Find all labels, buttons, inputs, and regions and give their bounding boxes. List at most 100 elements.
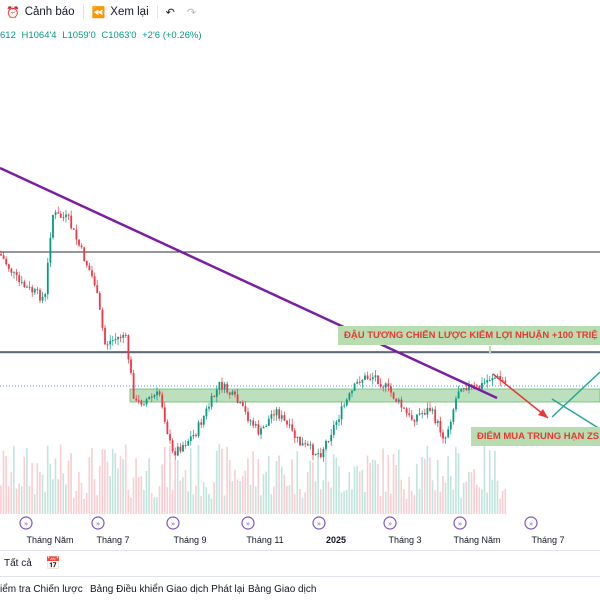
price-chart[interactable]: » » » » » » » » ĐẬU TƯƠNG CHIẾN LƯỢC KIẾM LỢI N…: [0, 44, 600, 532]
volume-bar: [358, 471, 361, 514]
candle-body: [330, 434, 333, 442]
redo-icon: ↷: [186, 6, 197, 19]
candle-body: [254, 424, 257, 426]
volume-bar: [481, 489, 483, 514]
candle-body: [158, 391, 161, 395]
toolbar-divider: [156, 5, 158, 19]
undo-button[interactable]: ↶: [160, 0, 181, 24]
volume-bar: [130, 497, 132, 514]
calendar-icon[interactable]: 📅: [45, 556, 61, 570]
annotation-profit-label[interactable]: ĐẬU TƯƠNG CHIẾN LƯỢC KIẾM LỢI NHUẬN +100…: [338, 326, 600, 345]
volume-bar: [39, 471, 41, 514]
volume-bar: [468, 472, 470, 514]
time-axis[interactable]: Tháng Năm Tháng 7 Tháng 9 Tháng 11 2025 Tháng…: [0, 532, 600, 548]
candle-body: [96, 285, 99, 293]
volume-bar: [46, 445, 49, 514]
replay-marker-icon[interactable]: »: [19, 516, 33, 530]
candle-body: [20, 281, 23, 283]
volume-bar: [192, 494, 195, 514]
time-axis-label: Tháng 3: [388, 535, 422, 545]
candle-body: [28, 286, 31, 288]
volume-bar: [327, 481, 330, 514]
volume-bar: [270, 494, 273, 514]
volume-bar: [150, 493, 153, 514]
demand-zone-rectangle[interactable]: [129, 388, 600, 403]
annotation-buy-label[interactable]: ĐIỂM MUA TRUNG HẠN ZS: [471, 427, 600, 446]
candle-body: [150, 396, 153, 398]
candle-body: [325, 440, 327, 449]
candle-body: [270, 414, 273, 419]
volume-bar: [395, 464, 397, 514]
candle-body: [179, 446, 182, 452]
replay-marker-icon[interactable]: »: [166, 516, 180, 530]
candle-body: [244, 406, 247, 412]
panel-tab[interactable]: iểm tra Chiến lược: [0, 584, 83, 595]
candle-body: [384, 383, 387, 388]
volume-bar: [400, 479, 403, 514]
candle-body: [62, 217, 65, 219]
replay-marker-icon[interactable]: »: [312, 516, 326, 530]
volume-bar: [15, 488, 18, 514]
volume-bar: [176, 460, 179, 514]
replay-marker-icon[interactable]: »: [91, 516, 105, 530]
candle-body: [192, 434, 195, 437]
replay-marker-icon[interactable]: »: [383, 516, 397, 530]
volume-bar: [221, 448, 223, 514]
volume-bar: [384, 491, 387, 514]
ohlc-open: 612: [0, 30, 16, 41]
candle-body: [442, 432, 444, 439]
range-all-button[interactable]: Tất cả: [4, 557, 32, 569]
volume-bar: [426, 445, 429, 514]
chart-canvas[interactable]: » » » » » » » »: [0, 44, 600, 532]
volume-bar: [416, 463, 418, 514]
replay-marker-icon[interactable]: »: [241, 516, 255, 530]
green-projection-line[interactable]: [551, 371, 600, 418]
ohlc-change: +2'6 (+0.26%): [142, 30, 202, 41]
candle-body: [322, 448, 325, 458]
volume-bar: [161, 464, 163, 514]
downtrend-line[interactable]: [0, 166, 498, 400]
volume-bar: [91, 447, 93, 514]
candle-body: [70, 215, 73, 229]
volume-bar: [208, 493, 210, 514]
panel-tab[interactable]: Bảng Điều khiển Giao dịch Phát lại: [90, 584, 245, 595]
volume-bar: [158, 486, 161, 514]
candle-body: [501, 380, 504, 382]
panel-tab[interactable]: Bảng Giao dịch: [248, 584, 317, 595]
candle-body: [67, 214, 70, 216]
candle-body: [187, 441, 190, 446]
candle-body: [85, 260, 88, 266]
volume-bar: [403, 489, 405, 514]
alert-button[interactable]: ⏰ Cảnh báo: [0, 0, 81, 24]
volume-bar: [83, 498, 85, 514]
replay-button[interactable]: ⏪ Xem lại: [86, 0, 155, 24]
volume-bar: [78, 472, 80, 514]
volume-bar: [215, 450, 218, 514]
candle-body: [117, 336, 119, 340]
candle-body: [413, 419, 416, 422]
volume-bar: [265, 471, 267, 514]
replay-marker-icon[interactable]: »: [524, 516, 538, 530]
candle-body: [369, 378, 372, 380]
candle-body: [286, 420, 288, 425]
volume-bar: [247, 458, 249, 514]
red-projection-arrow[interactable]: [492, 373, 549, 419]
volume-bar: [496, 480, 499, 514]
volume-bar: [234, 469, 236, 514]
replay-marker-icon[interactable]: »: [453, 516, 467, 530]
volume-bar: [473, 469, 475, 514]
volume-bar: [434, 490, 436, 514]
green-projection-line-lower[interactable]: [551, 398, 600, 430]
candle-body: [410, 415, 413, 420]
volume-bar: [447, 456, 449, 514]
volume-bar: [41, 474, 44, 514]
candle-body: [374, 375, 377, 378]
volume-bar: [226, 446, 228, 514]
candle-body: [434, 409, 437, 424]
svg-text:»: »: [246, 520, 250, 528]
volume-bar: [18, 483, 20, 514]
redo-button[interactable]: ↷: [181, 0, 202, 24]
volume-bar: [44, 491, 46, 514]
volume-bar: [52, 479, 54, 514]
candle-body: [486, 380, 489, 383]
